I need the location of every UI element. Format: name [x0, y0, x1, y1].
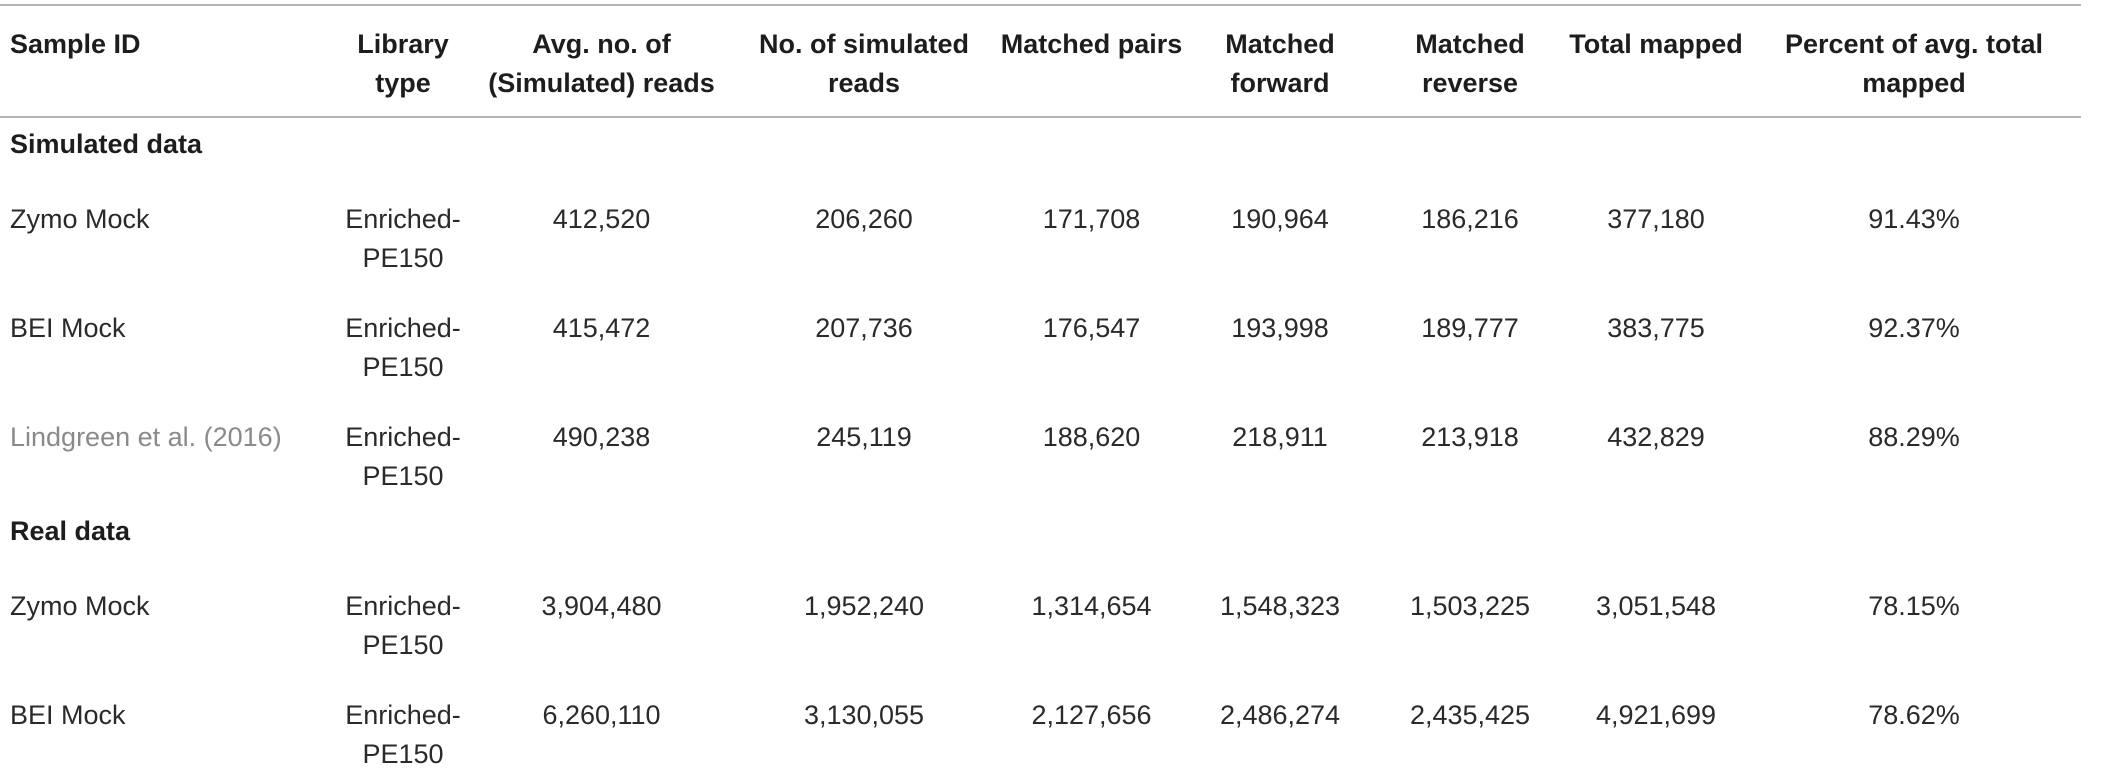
cell-matched-pairs: 176,547: [1042, 313, 1141, 343]
cell-matched-reverse: 213,918: [1421, 422, 1519, 452]
cell-matched-forward: 1,548,323: [1219, 591, 1341, 621]
table-body: Simulated data Zymo Mock Enriched-PE150 …: [0, 117, 2081, 783]
cell-matched-reverse: 186,216: [1421, 204, 1519, 234]
header-no-simulated-reads: No. of simulated reads: [730, 4, 998, 118]
cell-percent-mapped: 78.15%: [1868, 591, 1960, 621]
header-matched-forward: Matched forward: [1185, 4, 1375, 118]
table-row: Lindgreen et al. (2016) Enriched-PE150 4…: [0, 396, 2081, 505]
section-row-simulated: Simulated data: [0, 117, 2081, 178]
header-percent-mapped: Percent of avg. total mapped: [1747, 4, 2081, 118]
cell-no-simulated-reads: 207,736: [815, 313, 913, 343]
header-matched-pairs: Matched pairs: [998, 4, 1185, 118]
cell-total-mapped: 4,921,699: [1595, 700, 1717, 730]
cell-library-type: Enriched-PE150: [345, 204, 461, 273]
cell-total-mapped: 377,180: [1607, 204, 1705, 234]
header-avg-simulated-reads: Avg. no. of (Simulated) reads: [473, 4, 730, 118]
table-row: BEI Mock Enriched-PE150 6,260,110 3,130,…: [0, 674, 2081, 783]
cell-avg-simulated-reads: 490,238: [552, 422, 651, 452]
cell-avg-simulated-reads: 3,904,480: [541, 591, 662, 621]
cell-avg-simulated-reads: 415,472: [552, 313, 651, 343]
results-table: Sample ID Library type Avg. no. of (Simu…: [0, 4, 2081, 783]
cell-no-simulated-reads: 3,130,055: [803, 700, 925, 730]
cell-percent-mapped: 91.43%: [1868, 204, 1960, 234]
cell-avg-simulated-reads: 412,520: [552, 204, 651, 234]
header-library-type: Library type: [333, 4, 473, 118]
cell-matched-forward: 190,964: [1231, 204, 1329, 234]
cell-library-type: Enriched-PE150: [345, 700, 461, 769]
header-matched-reverse: Matched reverse: [1375, 4, 1565, 118]
header-total-mapped: Total mapped: [1565, 4, 1747, 118]
cell-sample-id: BEI Mock: [10, 313, 126, 343]
cell-total-mapped: 383,775: [1607, 313, 1705, 343]
table-row: Zymo Mock Enriched-PE150 3,904,480 1,952…: [0, 565, 2081, 674]
table-row: Zymo Mock Enriched-PE150 412,520 206,260…: [0, 178, 2081, 287]
cell-no-simulated-reads: 245,119: [816, 422, 912, 452]
section-title: Real data: [10, 516, 131, 546]
cell-matched-forward: 218,911: [1232, 422, 1328, 452]
cell-no-simulated-reads: 1,952,240: [803, 591, 925, 621]
cell-percent-mapped: 92.37%: [1868, 313, 1960, 343]
section-title: Simulated data: [10, 129, 203, 159]
cell-library-type: Enriched-PE150: [345, 591, 461, 660]
table-header: Sample ID Library type Avg. no. of (Simu…: [0, 4, 2081, 118]
cell-percent-mapped: 88.29%: [1868, 422, 1960, 452]
cell-matched-pairs: 171,708: [1042, 204, 1141, 234]
cell-sample-id: Zymo Mock: [10, 204, 150, 234]
table-row: BEI Mock Enriched-PE150 415,472 207,736 …: [0, 287, 2081, 396]
cell-matched-reverse: 189,777: [1421, 313, 1519, 343]
cell-matched-pairs: 188,620: [1042, 422, 1141, 452]
cell-matched-reverse: 1,503,225: [1409, 591, 1531, 621]
section-row-real: Real data: [0, 505, 2081, 565]
cell-matched-forward: 2,486,274: [1219, 700, 1341, 730]
cell-total-mapped: 432,829: [1607, 422, 1705, 452]
cell-matched-forward: 193,998: [1231, 313, 1329, 343]
cell-no-simulated-reads: 206,260: [815, 204, 913, 234]
header-sample-id: Sample ID: [0, 4, 333, 118]
cell-sample-id: BEI Mock: [10, 700, 126, 730]
cell-matched-reverse: 2,435,425: [1409, 700, 1531, 730]
cell-matched-pairs: 1,314,654: [1031, 591, 1152, 621]
cell-avg-simulated-reads: 6,260,110: [542, 700, 661, 730]
cell-sample-id: Zymo Mock: [10, 591, 150, 621]
cell-matched-pairs: 2,127,656: [1031, 700, 1152, 730]
cell-percent-mapped: 78.62%: [1868, 700, 1960, 730]
cell-library-type: Enriched-PE150: [345, 422, 461, 491]
header-row: Sample ID Library type Avg. no. of (Simu…: [0, 4, 2081, 118]
citation-link[interactable]: Lindgreen et al. (2016): [10, 422, 282, 452]
cell-library-type: Enriched-PE150: [345, 313, 461, 382]
cell-total-mapped: 3,051,548: [1595, 591, 1717, 621]
